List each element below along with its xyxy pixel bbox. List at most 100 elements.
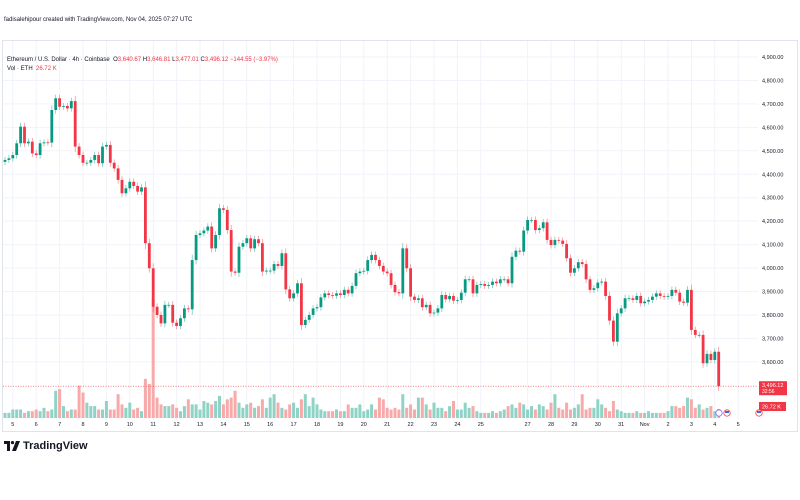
volume-bar [522,404,526,418]
candle-body [296,283,299,294]
volume-bar [81,392,85,418]
date-tick-label: 20 [361,422,367,428]
candle-body [276,264,280,266]
volume-bar [34,409,38,418]
candle-body [3,159,7,162]
candle-body [229,230,233,272]
symbol-title[interactable]: Ethereum / U.S. Dollar · 4h · Coinbase [7,57,110,63]
candle-body [11,155,15,159]
candle-body [483,283,487,286]
candle-body [428,304,432,314]
volume-bar [666,411,670,418]
candle-body [604,281,607,296]
volume-bar [299,399,303,418]
chart-frame [2,40,798,432]
volume-bar [19,409,23,418]
candle-body [34,153,38,156]
candle-body [97,155,100,164]
volume-line: Vol · ETH 26.72 K [7,65,278,74]
candle-body [452,295,455,301]
candle-body [175,322,178,326]
candle-body [58,98,61,107]
candle-body [576,262,580,269]
candle-body [561,240,565,244]
candle-body [144,187,147,244]
candle-body [257,239,260,244]
volume-bar [171,404,175,418]
volume-label[interactable]: Vol · ETH [7,66,33,72]
volume-bar [650,412,654,418]
volume-bar [260,399,264,418]
brand-name: TradingView [23,440,88,452]
volume-bar [206,402,210,418]
candle-body [253,239,256,249]
candle-body [245,238,249,244]
volume-bar [346,404,350,418]
volume-bar [557,407,561,418]
candle-body [631,298,635,300]
candle-body [319,297,323,308]
volume-bar [167,406,171,418]
candle-body [639,295,643,304]
volume-bar [307,406,311,418]
candle-body [222,208,225,210]
candle-body [108,144,112,163]
volume-bar [491,411,494,418]
candle-body [510,256,514,284]
volume-bar [249,402,253,418]
volume-bar [229,397,233,418]
candle-body [89,159,93,163]
candle-body [612,320,615,342]
volume-bar [608,411,611,418]
candle-body [541,222,545,229]
candle-body [147,243,151,269]
date-tick-label: 23 [431,422,437,428]
volume-bar [479,412,483,418]
candle-body [370,254,373,261]
volume-bar [463,402,467,418]
candle-body [350,285,354,294]
volume-bar [214,401,218,418]
volume-bar [658,412,662,418]
candle-body [479,283,483,285]
volume-bar [327,411,331,418]
date-tick-label: 4 [713,422,716,428]
candle-body [66,106,69,109]
volume-bar [319,409,323,418]
tradingview-logo[interactable]: TradingView [4,440,88,452]
volume-badge-label: 26.72 K [762,405,781,411]
volume-bar [46,411,50,418]
price-tick-label: 4,600.00 [762,125,783,131]
volume-value: 26.72 K [36,66,57,72]
volume-bar [545,409,549,418]
volume-bar [288,404,292,418]
volume-bar [140,411,143,418]
candle-body [15,143,19,156]
earnings-event-icon[interactable] [715,409,723,417]
candle-body [159,314,163,324]
low-label: L [172,57,176,63]
price-tick-label: 3,800.00 [762,313,783,319]
volume-bar [654,412,658,418]
volume-bar [467,407,471,418]
candle-body [124,188,128,194]
volume-bar [120,404,124,418]
date-tick-label: 17 [291,422,297,428]
volume-bar [635,411,639,418]
volume-bar [381,399,385,418]
candle-body [288,289,292,299]
candle-body [701,334,705,364]
candle-body [218,208,221,235]
candle-body [658,293,662,296]
candle-body [140,187,143,192]
candle-body [487,284,490,286]
candle-body [136,185,139,192]
candle-body [635,295,639,300]
candle-body [526,219,529,231]
candle-body [214,234,217,249]
volume-bar [245,404,249,418]
candle-body [93,155,97,160]
price-tick-label: 3,900.00 [762,290,783,296]
price-tick-label: 3,700.00 [762,336,783,342]
